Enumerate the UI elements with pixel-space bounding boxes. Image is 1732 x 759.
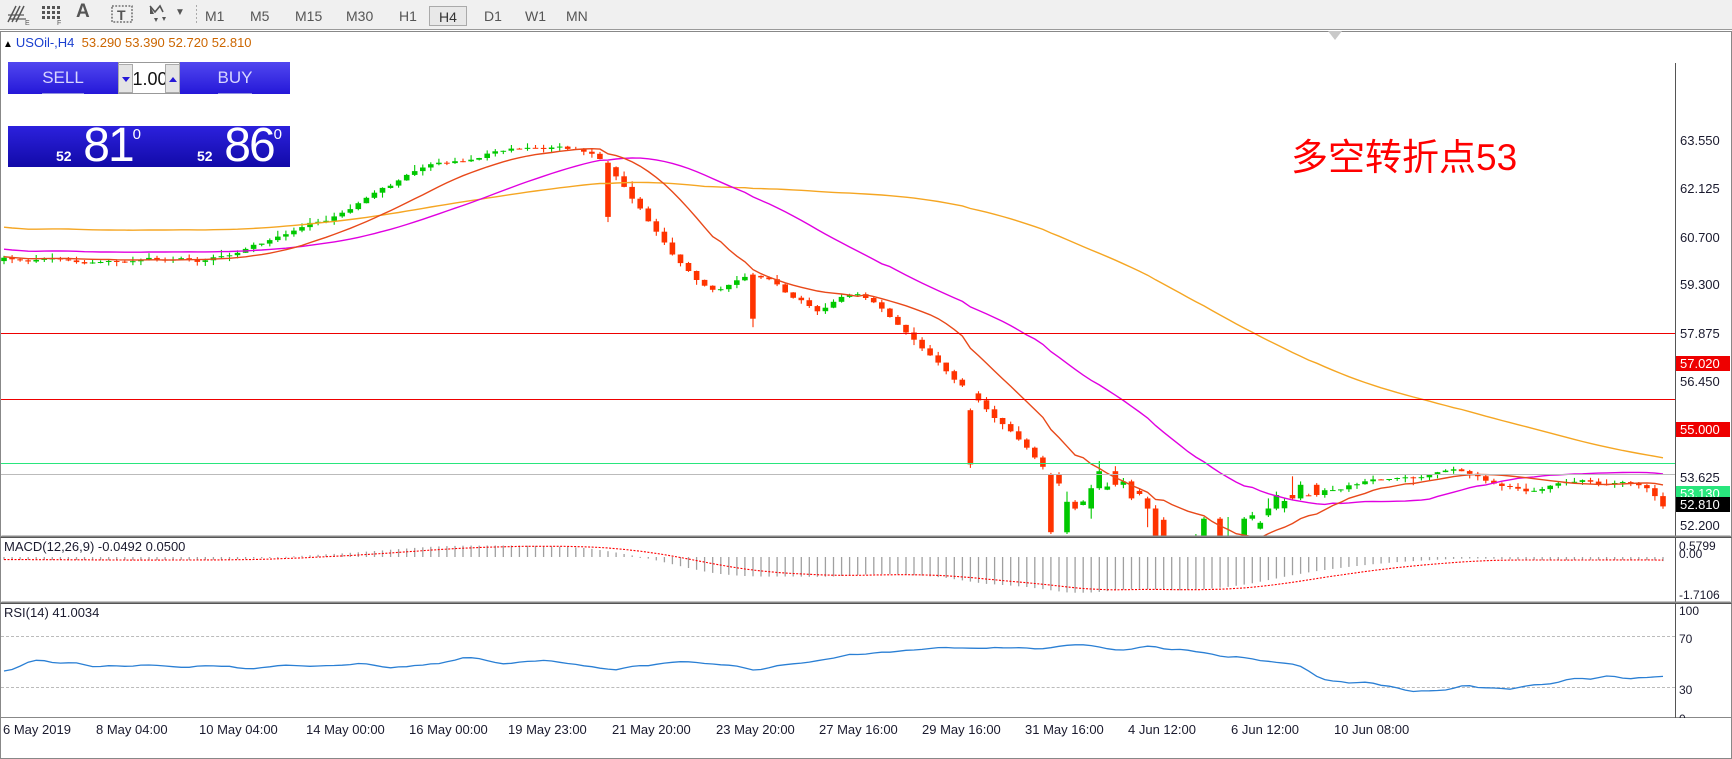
svg-text:F: F — [57, 20, 61, 26]
svg-text:T: T — [117, 7, 126, 23]
svg-text:E: E — [25, 20, 30, 26]
